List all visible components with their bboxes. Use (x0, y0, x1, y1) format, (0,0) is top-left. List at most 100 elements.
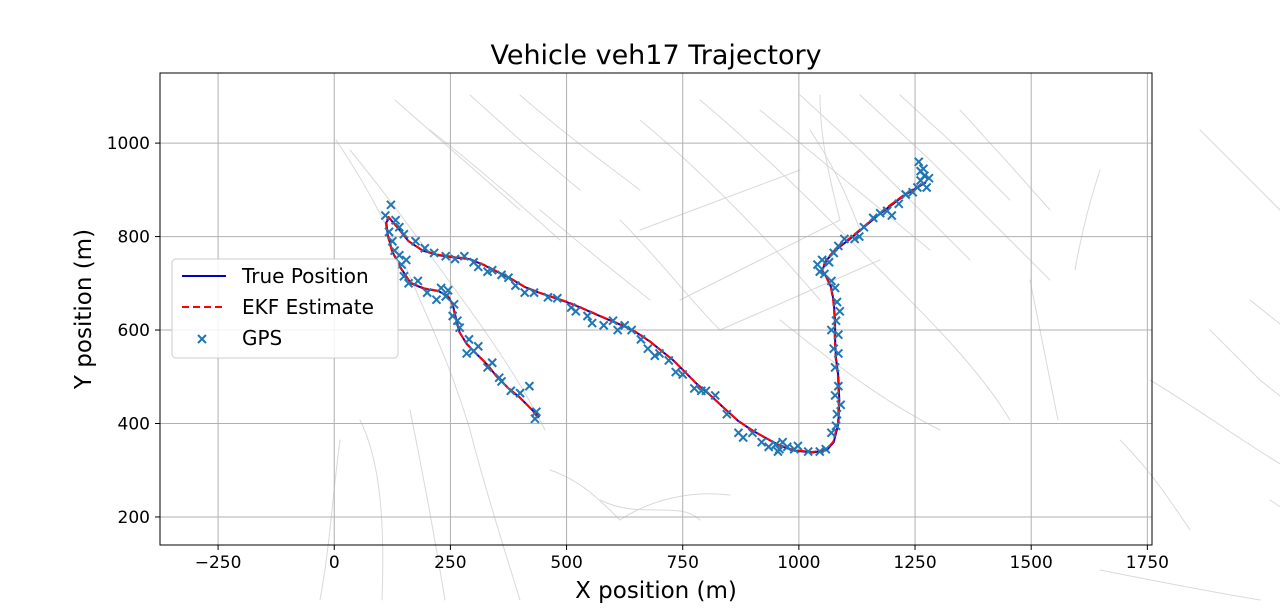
gps-point (914, 157, 924, 167)
gps-point (380, 210, 391, 221)
gps-point (829, 248, 839, 258)
gps-point (722, 409, 732, 419)
gps-point (454, 322, 465, 333)
gps-point (389, 245, 400, 256)
gps-point (894, 199, 904, 209)
gps-point (443, 285, 453, 296)
gps-point (506, 386, 516, 396)
y-tick-label: 1000 (107, 134, 150, 154)
gps-point (503, 272, 514, 283)
x-tick-label: 750 (666, 553, 698, 573)
gps-point (832, 297, 842, 307)
series-layer (380, 157, 934, 457)
gps-point (774, 444, 785, 454)
gps-point (608, 315, 618, 326)
y-axis-ticks: 200 400 600 800 1000 (107, 134, 160, 528)
gps-point (826, 325, 837, 335)
legend-box (171, 258, 399, 359)
gps-point (461, 348, 472, 359)
legend: True Position EKF Estimate GPS (171, 258, 399, 359)
gps-point (531, 407, 542, 417)
x-axis-label: X position (m) (575, 578, 737, 604)
gps-point (830, 362, 840, 373)
x-tick-label: 250 (434, 553, 466, 573)
gps-point (803, 446, 813, 457)
gps-point (386, 200, 396, 210)
gps-point (830, 283, 840, 293)
gps-point (473, 262, 483, 272)
gps-point (420, 243, 430, 253)
gps-point (826, 428, 837, 438)
gps-point (394, 222, 404, 232)
gps-point (678, 369, 688, 380)
y-tick-label: 400 (118, 414, 150, 434)
gps-point (654, 348, 665, 359)
gps-point (829, 344, 839, 354)
gps-point (413, 276, 423, 286)
gps-point (859, 222, 869, 232)
y-axis-label: Y position (m) (71, 229, 97, 390)
gps-point (833, 381, 844, 391)
gps-point (520, 287, 530, 298)
gps-point (399, 271, 409, 281)
gps-point (571, 306, 581, 317)
gps-point (835, 400, 846, 410)
gps-point (817, 255, 827, 265)
legend-gps-label: GPS (242, 326, 282, 350)
gps-point (826, 276, 837, 286)
background-street-map (319, 94, 1280, 601)
gps-point (912, 182, 923, 193)
gps-point (701, 386, 711, 396)
x-tick-label: 1000 (777, 553, 820, 573)
gps-point (448, 311, 458, 321)
gps-point (387, 236, 398, 246)
gps-point (543, 292, 553, 303)
gps-point (410, 236, 421, 246)
y-tick-label: 600 (118, 321, 150, 341)
y-tick-label: 200 (118, 508, 150, 528)
gps-point (924, 173, 934, 183)
gps-point (671, 367, 681, 377)
gps-point (384, 227, 394, 237)
gps-point (664, 355, 674, 366)
gps-point (441, 291, 451, 302)
gps-point (875, 208, 885, 218)
gps-point (422, 287, 432, 298)
gps-point (482, 362, 493, 373)
gps-point (854, 231, 864, 242)
gps-point (738, 432, 748, 443)
gps-point (830, 390, 840, 401)
gps-point (650, 351, 660, 361)
gps-point (710, 390, 720, 401)
x-tick-label: 1500 (1010, 553, 1053, 573)
x-axis-ticks: −250 0 250 500 750 1000 1250 1500 1750 (195, 545, 1169, 573)
gps-point (756, 437, 767, 447)
gps-point (689, 383, 700, 394)
gps-point (831, 421, 841, 431)
gps-point (839, 234, 850, 244)
gps-point (782, 442, 792, 452)
gps-point (494, 372, 504, 383)
gps-point (436, 283, 446, 293)
gps-point (831, 315, 841, 326)
gps-point (401, 255, 411, 265)
gps-point (763, 442, 774, 452)
gps-point (821, 444, 831, 454)
gps-point (468, 346, 479, 356)
legend-gps-marker (197, 334, 207, 344)
gps-point (643, 344, 653, 354)
gps-point (747, 428, 758, 438)
gps-point (587, 318, 597, 328)
gps-point (824, 257, 834, 267)
axes-frame (159, 72, 1153, 546)
gps-point (449, 299, 459, 310)
legend-ekf-estimate-label: EKF Estimate (242, 295, 374, 319)
gps-point (887, 210, 897, 221)
gps-point (901, 189, 911, 200)
x-tick-label: 1750 (1126, 553, 1169, 573)
chart-title: Vehicle veh17 Trajectory (490, 40, 821, 71)
gps-point (835, 306, 845, 317)
gps-point (599, 320, 609, 331)
gps-point (793, 441, 803, 451)
gps-point (529, 287, 539, 298)
